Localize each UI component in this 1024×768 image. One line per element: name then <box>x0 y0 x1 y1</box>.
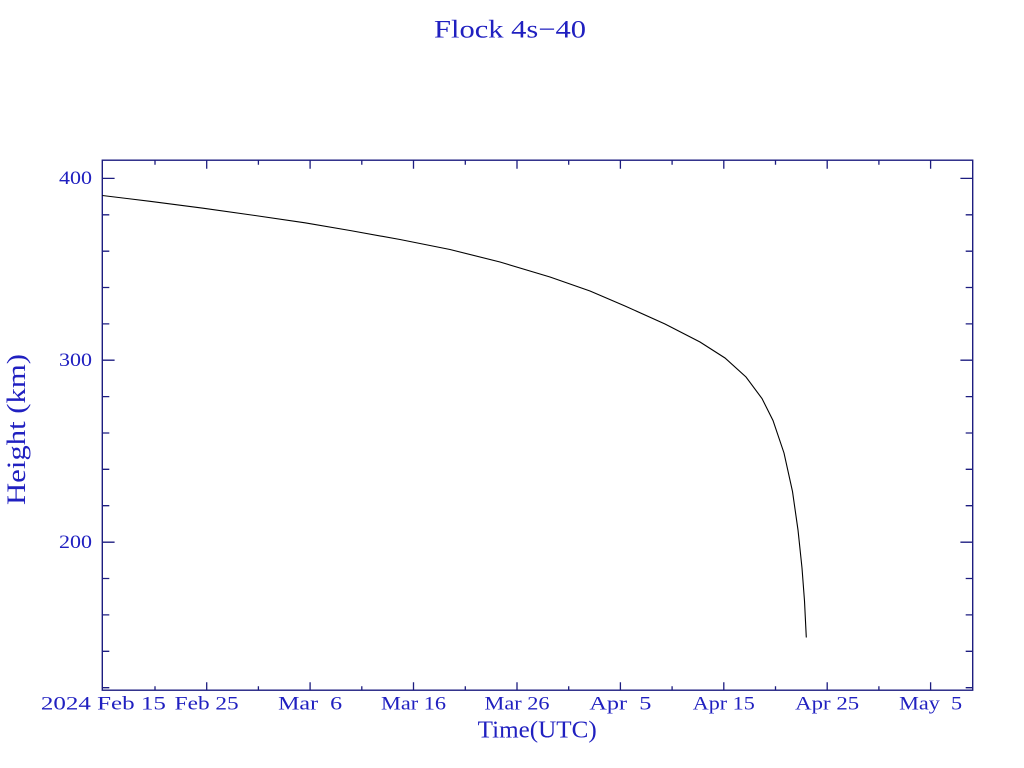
svg-text:Time(UTC): Time(UTC) <box>478 718 597 744</box>
svg-text:Flock 4s−40: Flock 4s−40 <box>434 17 586 44</box>
svg-text:Mar 6: Mar 6 <box>278 694 342 715</box>
svg-text:Height (km): Height (km) <box>2 354 31 505</box>
svg-text:2024 Feb 15: 2024 Feb 15 <box>41 694 166 715</box>
svg-text:May 5: May 5 <box>899 694 962 715</box>
svg-text:200: 200 <box>59 532 92 553</box>
svg-text:Apr 25: Apr 25 <box>795 694 859 715</box>
svg-text:Feb 25: Feb 25 <box>175 694 239 715</box>
svg-text:Mar 26: Mar 26 <box>485 694 550 715</box>
svg-text:300: 300 <box>59 350 92 371</box>
svg-text:Apr 15: Apr 15 <box>693 694 755 715</box>
svg-text:Mar 16: Mar 16 <box>381 694 446 715</box>
svg-text:Apr 5: Apr 5 <box>589 694 651 715</box>
svg-text:400: 400 <box>59 168 92 189</box>
